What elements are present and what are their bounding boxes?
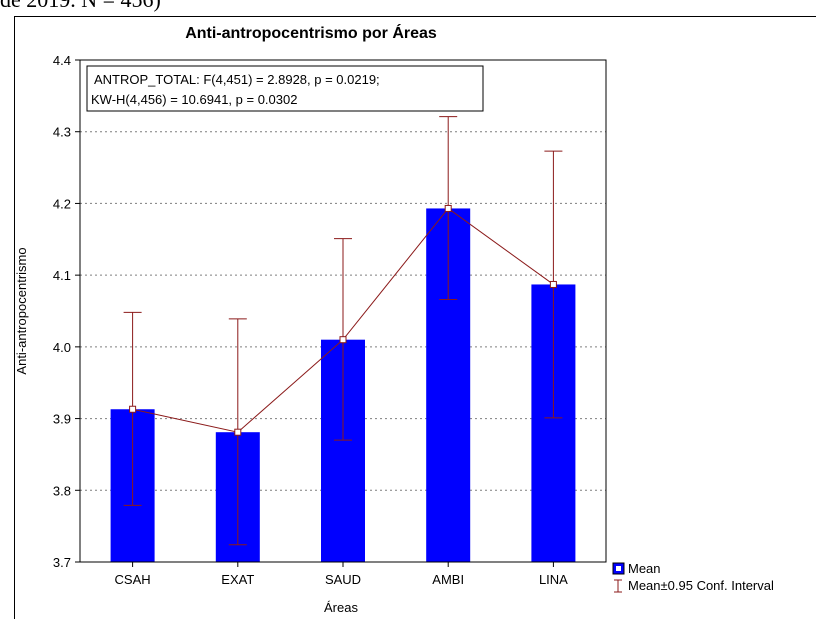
mean-marker-csah — [129, 405, 137, 413]
annotation-box: ANTROP_TOTAL: F(4,451) = 2.8928, p = 0.0… — [86, 65, 484, 112]
legend-ci-icon — [614, 579, 622, 593]
x-tick-label-ambi: AMBI — [432, 572, 464, 587]
mean-marker-exat — [234, 428, 242, 436]
figure-frame — [14, 16, 816, 619]
mean-marker-ambi — [444, 204, 452, 212]
y-tick-label-6: 4.3 — [53, 125, 71, 140]
x-tick-label-exat: EXAT — [221, 572, 254, 587]
y-tick-label-5: 4.2 — [53, 196, 71, 211]
annotation-line-1: ANTROP_TOTAL: F(4,451) = 2.8928, p = 0.0… — [94, 72, 380, 87]
legend: Mean Mean±0.95 Conf. Interval — [612, 561, 774, 593]
mean-marker-saud — [339, 336, 347, 344]
annotation-line-2: KW-H(4,456) = 10.6941, p = 0.0302 — [91, 92, 297, 107]
mean-marker-lina — [549, 280, 557, 288]
x-tick-label-csah: CSAH — [115, 572, 151, 587]
y-tick-label-3: 4.0 — [53, 340, 71, 355]
chart-title: Anti-antropocentrismo por Áreas — [185, 23, 437, 42]
x-tick-label-saud: SAUD — [325, 572, 361, 587]
axis-layer: 3.7 3.8 3.9 4.0 4.1 4.2 4.3 4.4 CSAH EXAT SAUD AMBI… — [53, 53, 568, 587]
marker-layer — [129, 204, 557, 436]
y-tick-label-1: 3.8 — [53, 483, 71, 498]
y-axis-label: Anti-antropocentrismo — [14, 247, 29, 374]
x-tick-label-lina: LINA — [539, 572, 568, 587]
x-axis-label: Áreas — [324, 600, 358, 615]
figure-caption: de 2019. N = 456) — [0, 0, 161, 13]
y-tick-label-4: 4.1 — [53, 268, 71, 283]
legend-mean-swatch — [612, 562, 625, 575]
y-tick-label-2: 3.9 — [53, 412, 71, 427]
y-tick-label-0: 3.7 — [53, 555, 71, 570]
legend-mean-label: Mean — [628, 561, 661, 576]
legend-ci-label: Mean±0.95 Conf. Interval — [628, 578, 774, 593]
y-tick-label-7: 4.4 — [53, 53, 71, 68]
